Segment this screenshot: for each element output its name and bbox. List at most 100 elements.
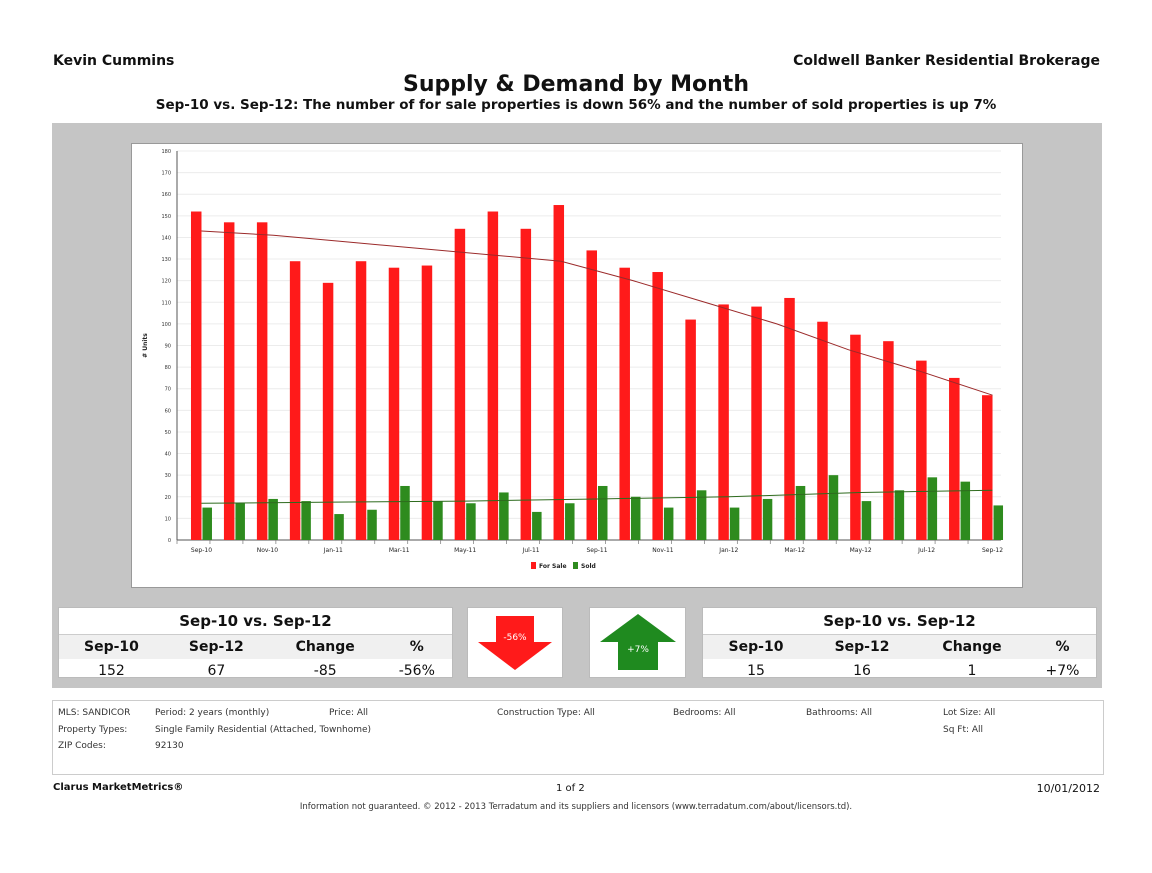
cell-value: 152 [98, 663, 125, 679]
for-sale-bar [751, 306, 762, 540]
for-sale-bar [421, 265, 433, 540]
for-sale-bar [982, 395, 993, 540]
cell-value: 67 [207, 663, 226, 679]
x-tick-label: Nov-10 [257, 547, 279, 554]
y-tick-label: 140 [161, 235, 171, 241]
sold-bar [729, 507, 740, 540]
sold-bar [334, 514, 344, 540]
x-tick-label: Mar-12 [784, 547, 805, 554]
y-tick-label: 170 [161, 171, 171, 177]
sold-bar [630, 496, 641, 540]
sold-bar [235, 503, 245, 540]
for-sale-bar [256, 222, 268, 541]
sold-trendline [201, 489, 993, 504]
col-header: Change [915, 634, 1029, 659]
report-filters: MLS: SANDICOR Period: 2 years (monthly) … [52, 700, 1104, 775]
y-tick-label: 80 [165, 365, 171, 371]
filter-mls: MLS: SANDICOR [58, 708, 131, 718]
sold-bar [400, 485, 410, 540]
sold-bar [960, 481, 971, 540]
for-sale-bar [520, 228, 532, 541]
report-subtitle: Sep-10 vs. Sep-12: The number of for sal… [155, 97, 997, 113]
x-tick-label: Sep-11 [586, 547, 607, 554]
sold-bar [301, 501, 311, 540]
y-tick-label: 100 [161, 322, 171, 328]
sold-bar [927, 477, 938, 540]
sold-bar [696, 490, 707, 540]
y-tick-label: 150 [161, 214, 171, 220]
page-number: 1 of 2 [556, 783, 585, 794]
for-sale-bar [817, 321, 828, 540]
report-title: Supply & Demand by Month [402, 72, 749, 97]
for-sale-bar [685, 319, 696, 540]
y-tick-label: 160 [161, 192, 171, 198]
down-arrow-icon: -56% [478, 616, 552, 670]
for-sale-bar [553, 205, 565, 540]
report-date: 10/01/2012 [1036, 782, 1100, 795]
sold-summary-heading: Sep-10 vs. Sep-12 [703, 608, 1096, 635]
sold-bar [894, 490, 905, 540]
x-tick-label: May-12 [850, 547, 872, 554]
for-sale-bar [190, 211, 202, 540]
legend-swatch-sold [573, 562, 578, 569]
for-sale-bar [619, 267, 630, 540]
x-tick-label: Jul-11 [522, 547, 540, 554]
y-tick-label: 50 [165, 430, 171, 436]
supply-demand-chart: 0 10 20 30 40 50 60 70 80 90 100 110 120 130 140 150 160… [142, 149, 1003, 570]
col-header: Sep-10 [703, 634, 810, 659]
filter-price: Price: All [329, 708, 369, 718]
agent-name: Kevin Cummins [53, 53, 175, 69]
for-sale-summary: Sep-10 vs. Sep-12 Sep-10 Sep-12 Change %… [58, 607, 453, 679]
sold-bar [795, 485, 806, 540]
sold-bar [433, 501, 443, 540]
legend-label-for-sale: For Sale [539, 563, 567, 570]
for-sale-trendline [201, 230, 993, 396]
filter-bedrooms: Bedrooms: All [673, 708, 736, 718]
cell-value: -85 [313, 663, 337, 679]
y-tick-label: 20 [165, 495, 171, 501]
for-sale-bar [487, 211, 499, 540]
sold-bar [499, 492, 509, 540]
for-sale-bar [388, 267, 400, 540]
x-tick-label: May-11 [454, 547, 476, 554]
filter-property-types-value: Single Family Residential (Attached, Tow… [155, 725, 372, 735]
filter-bathrooms: Bathrooms: All [806, 708, 872, 718]
col-header: Sep-12 [163, 634, 269, 659]
sold-bar [861, 501, 872, 540]
y-axis-label: # Units [142, 333, 149, 358]
sold-bar [202, 507, 212, 540]
filter-construction: Construction Type: All [497, 708, 595, 718]
legend-swatch-for-sale [531, 562, 536, 569]
col-header: % [1029, 634, 1096, 659]
sold-summary: Sep-10 vs. Sep-12 Sep-10 Sep-12 Change %… [702, 607, 1097, 679]
y-tick-label: 40 [165, 452, 171, 458]
filter-property-types-label: Property Types: [58, 725, 128, 735]
for-sale-bar [718, 304, 729, 540]
cell-value: 15 [747, 663, 765, 679]
y-tick-label: 120 [161, 279, 171, 285]
y-tick-label: 90 [165, 344, 171, 350]
sold-bar [762, 498, 773, 540]
cell-value: +7% [1045, 663, 1080, 679]
for-sale-bar [850, 334, 861, 540]
filter-lot-size: Lot Size: All [943, 708, 996, 718]
brokerage-name: Coldwell Banker Residential Brokerage [793, 53, 1100, 69]
sold-bar [598, 485, 608, 540]
y-tick-label: 110 [161, 300, 171, 306]
sold-bar [828, 475, 839, 540]
x-tick-label: Jan-11 [323, 547, 343, 554]
up-arrow-icon: +7% [600, 614, 676, 670]
for-sale-bar [949, 377, 960, 540]
down-arrow-box: -56% [467, 607, 563, 678]
x-tick-label: Mar-11 [389, 547, 410, 554]
cell-value: 16 [853, 663, 871, 679]
cell-value: -56% [398, 663, 435, 679]
sold-bar [532, 511, 542, 540]
footer-brand: Clarus MarketMetrics® [53, 782, 184, 793]
for-sale-bar [355, 261, 367, 540]
col-header: Change [268, 634, 382, 659]
y-tick-label: 180 [161, 149, 171, 155]
y-tick-label: 0 [168, 538, 171, 544]
sold-bar [565, 503, 575, 540]
filter-sq-ft: Sq Ft: All [943, 725, 984, 735]
